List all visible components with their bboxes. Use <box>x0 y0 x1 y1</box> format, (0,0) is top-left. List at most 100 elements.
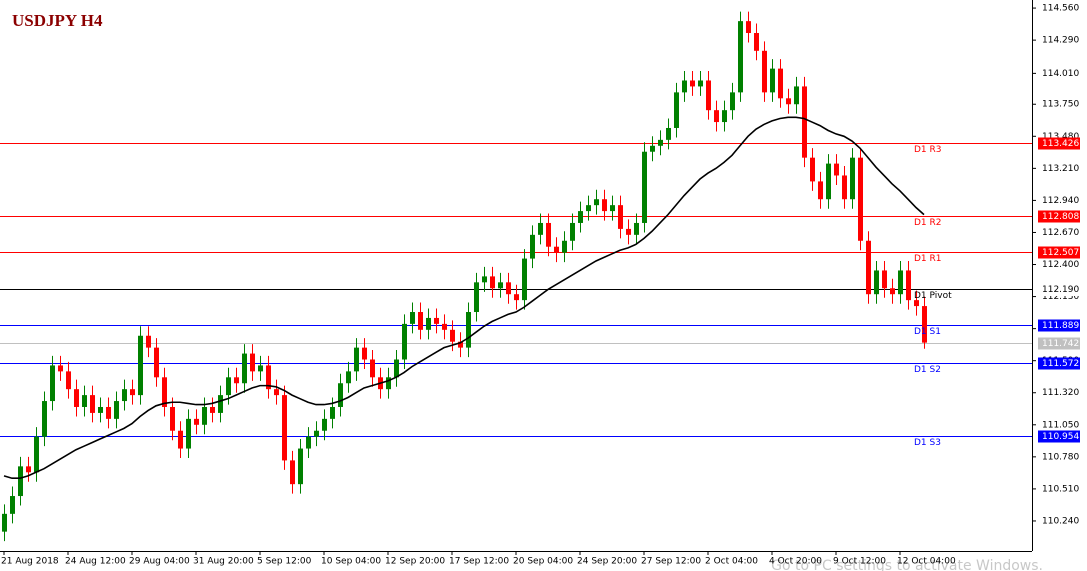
candle-body <box>410 312 415 324</box>
candle-body <box>738 21 743 93</box>
x-tick-label: 17 Sep 12:00 <box>449 557 509 567</box>
level-name: D1 Pivot <box>914 291 952 301</box>
candle-body <box>770 68 775 93</box>
x-tick-label: 21 Aug 2018 <box>1 557 59 567</box>
candle-body <box>562 240 567 253</box>
x-tick-label: 2 Oct 04:00 <box>705 557 758 567</box>
candle-body <box>458 341 463 348</box>
candle-body <box>258 365 263 372</box>
candle-body <box>202 406 207 425</box>
candle-body <box>714 110 719 123</box>
candle-body <box>914 300 919 307</box>
candle-body <box>514 294 519 301</box>
candle-body <box>610 205 615 212</box>
plot-area <box>0 11 1032 542</box>
candle-body <box>194 418 199 425</box>
x-tick-label: 27 Sep 12:00 <box>641 557 701 567</box>
last-price-label: 111.742 <box>1042 339 1079 349</box>
candle-body <box>618 205 623 229</box>
candle-body <box>434 317 439 324</box>
candle-body <box>26 466 31 473</box>
x-tick-label: 4 Oct 20:00 <box>769 557 822 567</box>
level-price-box <box>1038 430 1080 443</box>
candle-body <box>186 418 191 449</box>
candle-body <box>362 347 367 360</box>
candle-body <box>810 157 815 182</box>
candle-body <box>226 377 231 396</box>
candle-body <box>106 406 111 419</box>
candle-body <box>50 365 55 402</box>
candle-body <box>210 406 215 413</box>
candle-body <box>474 282 479 313</box>
candle-body <box>114 401 119 419</box>
candle-body <box>10 496 15 514</box>
y-tick-label: 114.290 <box>1042 36 1079 46</box>
candle-body <box>730 92 735 111</box>
last-price-box <box>1038 337 1080 350</box>
candle-body <box>418 312 423 330</box>
chart-title: USDJPY H4 <box>12 11 103 30</box>
level-name: D1 S2 <box>914 365 941 375</box>
candle-body <box>754 33 759 51</box>
level-price-box <box>1038 210 1080 223</box>
candle-body <box>578 211 583 223</box>
level-price-label: 112.507 <box>1042 248 1079 258</box>
candle-body <box>98 406 103 413</box>
candle-body <box>698 80 703 87</box>
candle-body <box>138 335 143 396</box>
y-tick-label: 114.010 <box>1042 69 1079 79</box>
candle-body <box>762 50 767 93</box>
candle-body <box>802 86 807 158</box>
x-tick-label: 12 Sep 20:00 <box>385 557 445 567</box>
x-tick-label: 29 Aug 04:00 <box>129 557 190 567</box>
candle-body <box>530 234 535 259</box>
candle-body <box>794 86 799 105</box>
level-name: D1 R2 <box>914 218 942 228</box>
candle-body <box>394 359 399 378</box>
candle-body <box>282 395 287 461</box>
y-tick-label: 113.480 <box>1042 132 1079 142</box>
candle-body <box>882 270 887 289</box>
level-price-box <box>1038 137 1080 150</box>
y-tick-label: 112.940 <box>1042 196 1079 206</box>
candle-body <box>498 282 503 289</box>
candle-body <box>242 353 247 384</box>
candle-body <box>18 466 23 497</box>
candle-body <box>146 335 151 348</box>
candle-body <box>858 157 863 241</box>
candle-body <box>722 110 727 123</box>
candle-body <box>634 222 639 235</box>
x-tick-label: 20 Sep 04:00 <box>513 557 573 567</box>
candle-body <box>122 389 127 402</box>
candle-body <box>826 163 831 200</box>
candle-body <box>178 430 183 449</box>
watermark: Go to PC settings to activate Windows. <box>771 558 1043 571</box>
candle-body <box>690 80 695 87</box>
candle-body <box>706 80 711 111</box>
x-tick-label: 9 Oct 12:00 <box>833 557 886 567</box>
candle-body <box>594 199 599 206</box>
y-tick-label: 110.240 <box>1042 516 1079 526</box>
candle-body <box>322 418 327 431</box>
candle-body <box>346 371 351 384</box>
level-price-label: 110.954 <box>1042 432 1079 442</box>
candle-body <box>834 163 839 176</box>
candle-body <box>290 460 295 485</box>
x-tick-label: 24 Sep 20:00 <box>577 557 637 567</box>
candle-body <box>506 282 511 295</box>
level-price-box <box>1038 246 1080 259</box>
y-tick-label: 111.050 <box>1042 420 1079 430</box>
level-name: D1 R1 <box>914 254 942 264</box>
x-tick-label: 24 Aug 12:00 <box>65 557 126 567</box>
candle-body <box>490 276 495 289</box>
x-tick-label: 5 Sep 12:00 <box>257 557 312 567</box>
y-tick-label: 112.400 <box>1042 260 1079 270</box>
candle-body <box>890 288 895 295</box>
candle-body <box>658 139 663 146</box>
level-price-box <box>1038 357 1080 370</box>
candle-body <box>746 21 751 34</box>
candle-body <box>42 401 47 437</box>
candle-body <box>314 430 319 437</box>
candle-body <box>522 258 527 301</box>
